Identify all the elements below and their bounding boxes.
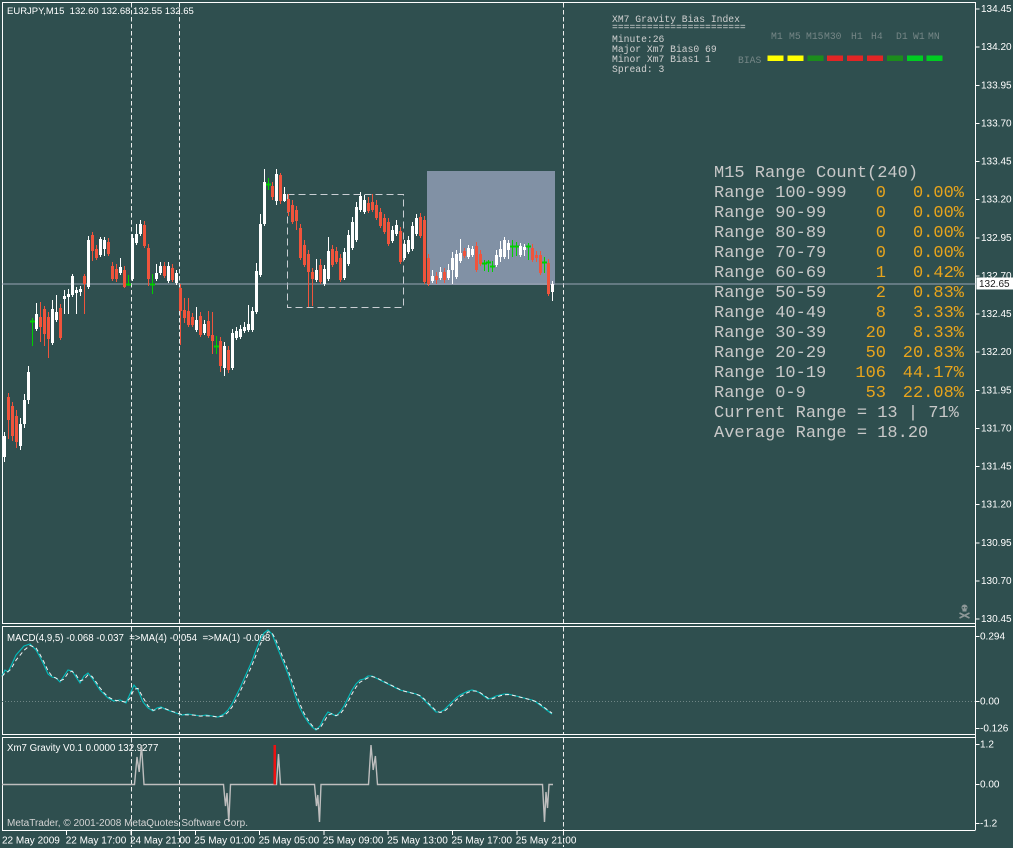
svg-text:Range 80-89: Range 80-89	[714, 224, 826, 243]
svg-text:0.00%: 0.00%	[913, 204, 965, 223]
svg-text:106: 106	[855, 364, 886, 383]
svg-text:0: 0	[876, 184, 886, 203]
svg-text:133.70: 133.70	[981, 118, 1012, 129]
svg-text:22.08%: 22.08%	[903, 384, 965, 403]
svg-text:25 May 17:00: 25 May 17:00	[452, 836, 513, 847]
svg-text:D1: D1	[896, 31, 908, 42]
svg-text:Major Xm7 Bias0 69: Major Xm7 Bias0 69	[612, 44, 717, 55]
svg-text:0.00: 0.00	[980, 780, 1000, 791]
svg-text:130.45: 130.45	[981, 614, 1012, 625]
svg-text:22 May 2009: 22 May 2009	[2, 836, 60, 847]
svg-text:131.20: 131.20	[981, 500, 1012, 511]
svg-text:M1: M1	[771, 31, 783, 42]
svg-text:130.95: 130.95	[981, 538, 1012, 549]
svg-text:25 May 01:00: 25 May 01:00	[194, 836, 255, 847]
svg-text:Range 30-39: Range 30-39	[714, 324, 826, 343]
svg-text:M15 Range Count(240): M15 Range Count(240)	[714, 164, 918, 183]
svg-text:EURJPY,M15 132.60 132.68 132.: EURJPY,M15 132.60 132.68 132.55 132.65	[7, 6, 194, 17]
svg-text:0.00%: 0.00%	[913, 244, 965, 263]
svg-text:133.20: 133.20	[981, 195, 1012, 206]
svg-text:Range 60-69: Range 60-69	[714, 264, 826, 283]
svg-text:Xm7 Gravity V0.1 0.0000 132.92: Xm7 Gravity V0.1 0.0000 132.9277	[7, 743, 158, 754]
svg-text:130.70: 130.70	[981, 576, 1012, 587]
svg-text:1: 1	[876, 264, 886, 283]
svg-text:Minute:26: Minute:26	[612, 34, 665, 45]
svg-text:50: 50	[866, 344, 886, 363]
svg-text:2: 2	[876, 284, 886, 303]
svg-text:133.95: 133.95	[981, 80, 1012, 91]
svg-text:Average Range = 18.20: Average Range = 18.20	[714, 424, 928, 443]
svg-text:3.33%: 3.33%	[913, 304, 965, 323]
svg-text:Range 70-79: Range 70-79	[714, 244, 826, 263]
svg-text:0: 0	[876, 224, 886, 243]
svg-text:0.00%: 0.00%	[913, 224, 965, 243]
svg-text:0.83%: 0.83%	[913, 284, 965, 303]
svg-text:BIAS: BIAS	[738, 55, 761, 66]
svg-text:8: 8	[876, 304, 886, 323]
svg-text:-1.2: -1.2	[980, 819, 998, 830]
svg-text:0: 0	[876, 204, 886, 223]
svg-text:MetaTrader, © 2001-2008 MetaQu: MetaTrader, © 2001-2008 MetaQuotes Softw…	[7, 818, 248, 829]
svg-text:M30: M30	[824, 31, 842, 42]
svg-text:Range 100-999: Range 100-999	[714, 184, 847, 203]
svg-text:131.70: 131.70	[981, 423, 1012, 434]
svg-text:134.45: 134.45	[981, 4, 1012, 15]
svg-text:25 May 05:00: 25 May 05:00	[259, 836, 320, 847]
svg-text:Spread: 3: Spread: 3	[612, 64, 665, 75]
svg-text:Range 40-49: Range 40-49	[714, 304, 826, 323]
svg-text:Range 50-59: Range 50-59	[714, 284, 826, 303]
svg-text:M15: M15	[806, 31, 824, 42]
svg-text:XM7 Gravity Bias Index: XM7 Gravity Bias Index	[612, 14, 740, 25]
svg-text:Range 0-9: Range 0-9	[714, 384, 806, 403]
svg-text:MN: MN	[928, 31, 940, 42]
svg-text:22 May 17:00: 22 May 17:00	[66, 836, 127, 847]
svg-text:24 May 21:00: 24 May 21:00	[130, 836, 191, 847]
svg-text:131.45: 131.45	[981, 462, 1012, 473]
svg-text:25 May 09:00: 25 May 09:00	[323, 836, 384, 847]
svg-text:1.2: 1.2	[980, 740, 994, 751]
svg-text:8.33%: 8.33%	[913, 324, 965, 343]
svg-text:-0.126: -0.126	[980, 724, 1009, 735]
svg-text:MACD(4,9,5) -0.068 -0.037 =>M: MACD(4,9,5) -0.068 -0.037 =>MA(4) -0.054…	[7, 633, 270, 644]
svg-text:25 May 13:00: 25 May 13:00	[387, 836, 448, 847]
svg-text:0.294: 0.294	[980, 632, 1005, 643]
svg-text:44.17%: 44.17%	[903, 364, 965, 383]
svg-text:Range 20-29: Range 20-29	[714, 344, 826, 363]
svg-text:Range 90-99: Range 90-99	[714, 204, 826, 223]
svg-text:53: 53	[866, 384, 886, 403]
svg-text:0.00: 0.00	[980, 697, 1000, 708]
svg-text:20.83%: 20.83%	[903, 344, 965, 363]
svg-text:0: 0	[876, 244, 886, 263]
svg-text:Range 10-19: Range 10-19	[714, 364, 826, 383]
svg-text:134.20: 134.20	[981, 42, 1012, 53]
svg-text:Minor Xm7 Bias1 1: Minor Xm7 Bias1 1	[612, 54, 711, 65]
svg-text:132.20: 132.20	[981, 347, 1012, 358]
svg-text:20: 20	[866, 324, 886, 343]
svg-text:132.95: 132.95	[981, 233, 1012, 244]
svg-text:=======================: =======================	[612, 22, 746, 33]
svg-text:0.42%: 0.42%	[913, 264, 965, 283]
svg-text:0.00%: 0.00%	[913, 184, 965, 203]
svg-text:132.70: 132.70	[981, 271, 1012, 282]
svg-text:Current Range = 13 | 71%: Current Range = 13 | 71%	[714, 404, 960, 423]
svg-text:132.65: 132.65	[979, 279, 1010, 290]
svg-text:H4: H4	[871, 31, 883, 42]
svg-text:W1: W1	[913, 31, 925, 42]
svg-text:131.95: 131.95	[981, 385, 1012, 396]
svg-text:132.45: 132.45	[981, 309, 1012, 320]
svg-text:25 May 21:00: 25 May 21:00	[516, 836, 577, 847]
svg-text:H1: H1	[851, 31, 863, 42]
svg-text:133.45: 133.45	[981, 157, 1012, 168]
svg-text:M5: M5	[789, 31, 801, 42]
